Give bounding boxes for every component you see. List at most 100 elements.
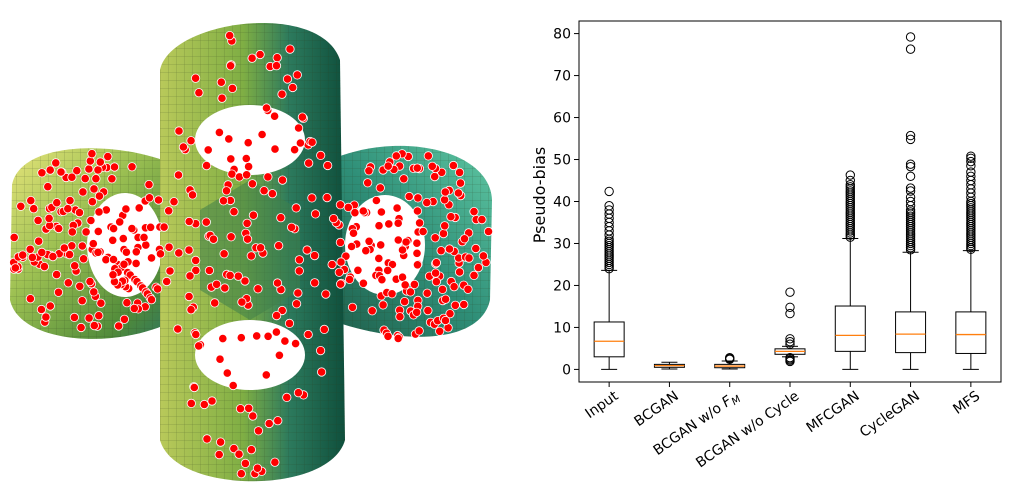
outlier-point (905, 130, 916, 141)
sample-point (118, 234, 128, 244)
sample-point (45, 165, 55, 175)
sample-point (376, 207, 386, 217)
sample-point (241, 153, 251, 164)
x-tick-label: MFS (950, 388, 983, 418)
sample-point (292, 70, 302, 80)
sample-point (255, 49, 265, 60)
outlier-point (905, 44, 916, 54)
sample-point (189, 382, 199, 393)
sample-point (51, 158, 61, 168)
sample-point (399, 174, 409, 184)
sample-point (121, 204, 131, 214)
sample-point (84, 313, 94, 323)
sample-point (282, 74, 293, 84)
sample-point (159, 222, 169, 232)
sample-point (404, 191, 414, 202)
sample-point (219, 249, 229, 259)
sample-point (185, 271, 195, 281)
sample-point (74, 208, 85, 218)
box-mfcgan (834, 170, 866, 370)
sample-point (422, 288, 432, 298)
sample-point (471, 243, 481, 254)
sample-point (89, 320, 99, 331)
sample-point (88, 239, 98, 249)
sample-point (184, 245, 194, 255)
sample-point (215, 354, 225, 364)
sample-point (10, 263, 20, 273)
sample-point (289, 145, 300, 155)
sample-point (469, 207, 479, 217)
sample-point (440, 221, 450, 231)
sample-point (236, 469, 246, 479)
sample-point (146, 253, 157, 263)
sample-point (96, 298, 106, 308)
sample-point (383, 265, 393, 275)
sample-point (87, 149, 97, 159)
sample-point (25, 294, 36, 304)
sample-point (280, 336, 290, 346)
sample-point (222, 368, 232, 378)
sample-point (327, 259, 337, 270)
sample-point (146, 295, 157, 305)
sample-point (261, 370, 271, 380)
sample-point (440, 187, 450, 197)
sample-point (316, 367, 327, 377)
sample-point (109, 224, 119, 234)
sample-point (54, 223, 64, 234)
sample-point (291, 299, 302, 309)
sample-point (387, 289, 397, 299)
sample-point (45, 301, 55, 311)
sample-point (423, 151, 433, 161)
sample-point (374, 221, 384, 231)
outlier-point (785, 302, 795, 312)
sample-point (164, 206, 174, 216)
sample-point (358, 278, 368, 288)
outlier-point (845, 175, 855, 186)
sample-point (263, 172, 273, 182)
sample-point (41, 312, 51, 322)
y-tick-label: 20 (553, 278, 571, 294)
sample-point (431, 258, 441, 268)
sample-point (202, 161, 212, 171)
sample-point (310, 278, 320, 288)
sample-point (242, 218, 252, 228)
y-tick-label: 40 (553, 195, 571, 211)
sample-point (214, 449, 224, 460)
sample-point (293, 288, 303, 298)
sample-point (412, 206, 423, 216)
sample-point (252, 463, 263, 473)
sample-point (37, 247, 47, 257)
sample-point (412, 260, 423, 270)
sample-point (455, 178, 466, 188)
sample-point (44, 213, 54, 223)
sample-point (65, 250, 75, 260)
sample-point (77, 241, 87, 251)
sample-point (79, 254, 89, 264)
sample-point (144, 193, 155, 203)
sample-point (216, 77, 226, 87)
sample-point (81, 227, 91, 237)
sample-point (367, 306, 377, 316)
sample-point (26, 196, 36, 206)
sample-point (210, 298, 220, 308)
sample-point (107, 174, 117, 184)
sample-point (291, 203, 301, 213)
sample-point (202, 434, 212, 444)
sample-point (334, 267, 344, 277)
sample-point (240, 276, 250, 286)
outlier-point (604, 205, 614, 215)
sample-point (91, 174, 101, 184)
sample-point (53, 287, 64, 297)
sample-point (328, 214, 339, 224)
sample-point (384, 219, 394, 229)
sample-point (273, 416, 283, 426)
sample-point (229, 207, 239, 217)
sample-point (178, 142, 188, 152)
sample-point (335, 279, 346, 289)
sample-point (427, 161, 437, 171)
sample-point (119, 259, 129, 269)
box-iqr (955, 311, 987, 354)
sample-point (229, 443, 239, 454)
outlier-point (905, 134, 916, 145)
outlier-point (905, 171, 916, 182)
